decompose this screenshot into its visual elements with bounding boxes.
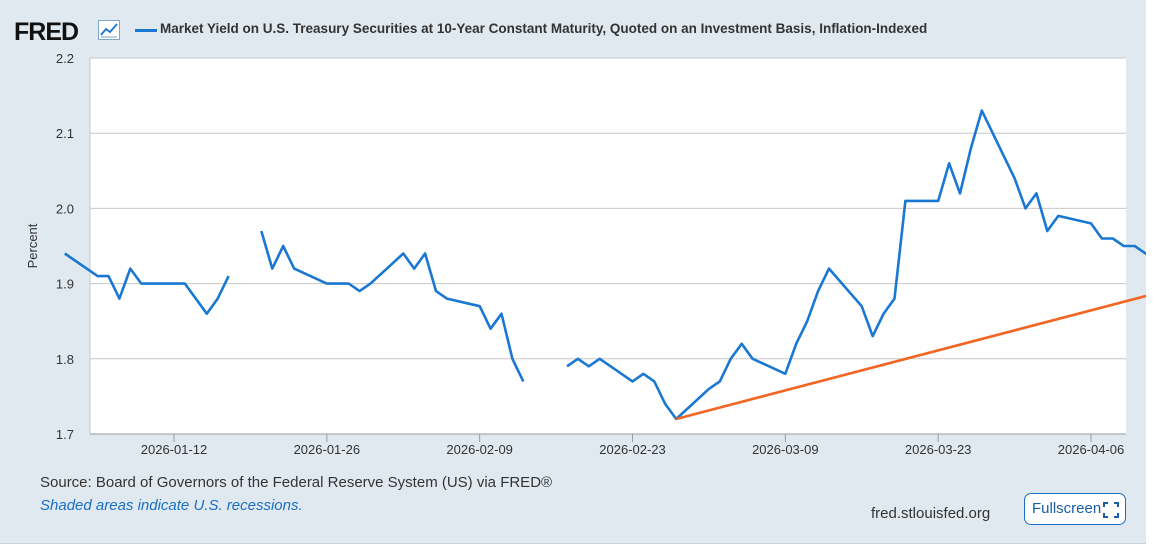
annotations xyxy=(675,294,1146,421)
fred-logo[interactable]: FRED xyxy=(14,18,79,46)
expand-icon xyxy=(1103,502,1119,518)
series-line xyxy=(64,252,230,316)
x-axis-ticks: 2026-01-12 2026-01-26 2026-02-09 2026-02-23… xyxy=(141,434,1125,457)
series-line xyxy=(566,109,1146,421)
y-tick-label: 2.0 xyxy=(56,201,74,216)
x-tick-label: 2026-04-06 xyxy=(1058,442,1125,457)
series-line xyxy=(260,230,525,382)
site-url[interactable]: fred.stlouisfed.org xyxy=(871,505,991,522)
legend-series-label: Market Yield on U.S. Treasury Securities… xyxy=(160,21,928,36)
fullscreen-label: Fullscreen xyxy=(1032,500,1102,517)
fullscreen-button[interactable]: Fullscreen xyxy=(1024,493,1126,525)
source-note: Source: Board of Governors of the Federa… xyxy=(40,474,553,491)
x-tick-label: 2026-02-09 xyxy=(446,442,513,457)
y-tick-label: 1.7 xyxy=(56,427,74,442)
y-tick-label: 1.8 xyxy=(56,352,74,367)
trend-arrow-line xyxy=(675,294,1146,421)
y-axis-ticks: 1.7 1.8 1.9 2.0 2.1 2.2 xyxy=(56,51,74,442)
x-tick-label: 2026-01-12 xyxy=(141,442,208,457)
line-chart: 1.71.81.92.02.12.2 2026-01-12 2026-01-26 2… xyxy=(25,51,1146,457)
x-tick-label: 2026-01-26 xyxy=(294,442,361,457)
plot-area xyxy=(90,58,1126,434)
series-group xyxy=(64,109,1146,421)
x-tick-label: 2026-03-09 xyxy=(752,442,819,457)
recession-note: Shaded areas indicate U.S. recessions. xyxy=(40,497,303,514)
x-tick-label: 2026-03-23 xyxy=(905,442,972,457)
y-tick-label: 2.2 xyxy=(56,51,74,66)
line-chart-icon xyxy=(98,20,120,40)
x-tick-label: 2026-02-23 xyxy=(599,442,666,457)
gridlines xyxy=(89,57,1126,435)
y-axis-label: Percent xyxy=(25,223,40,268)
y-tick-label: 1.9 xyxy=(56,277,74,292)
legend-swatch xyxy=(135,29,157,32)
y-tick-label: 2.1 xyxy=(56,126,74,141)
